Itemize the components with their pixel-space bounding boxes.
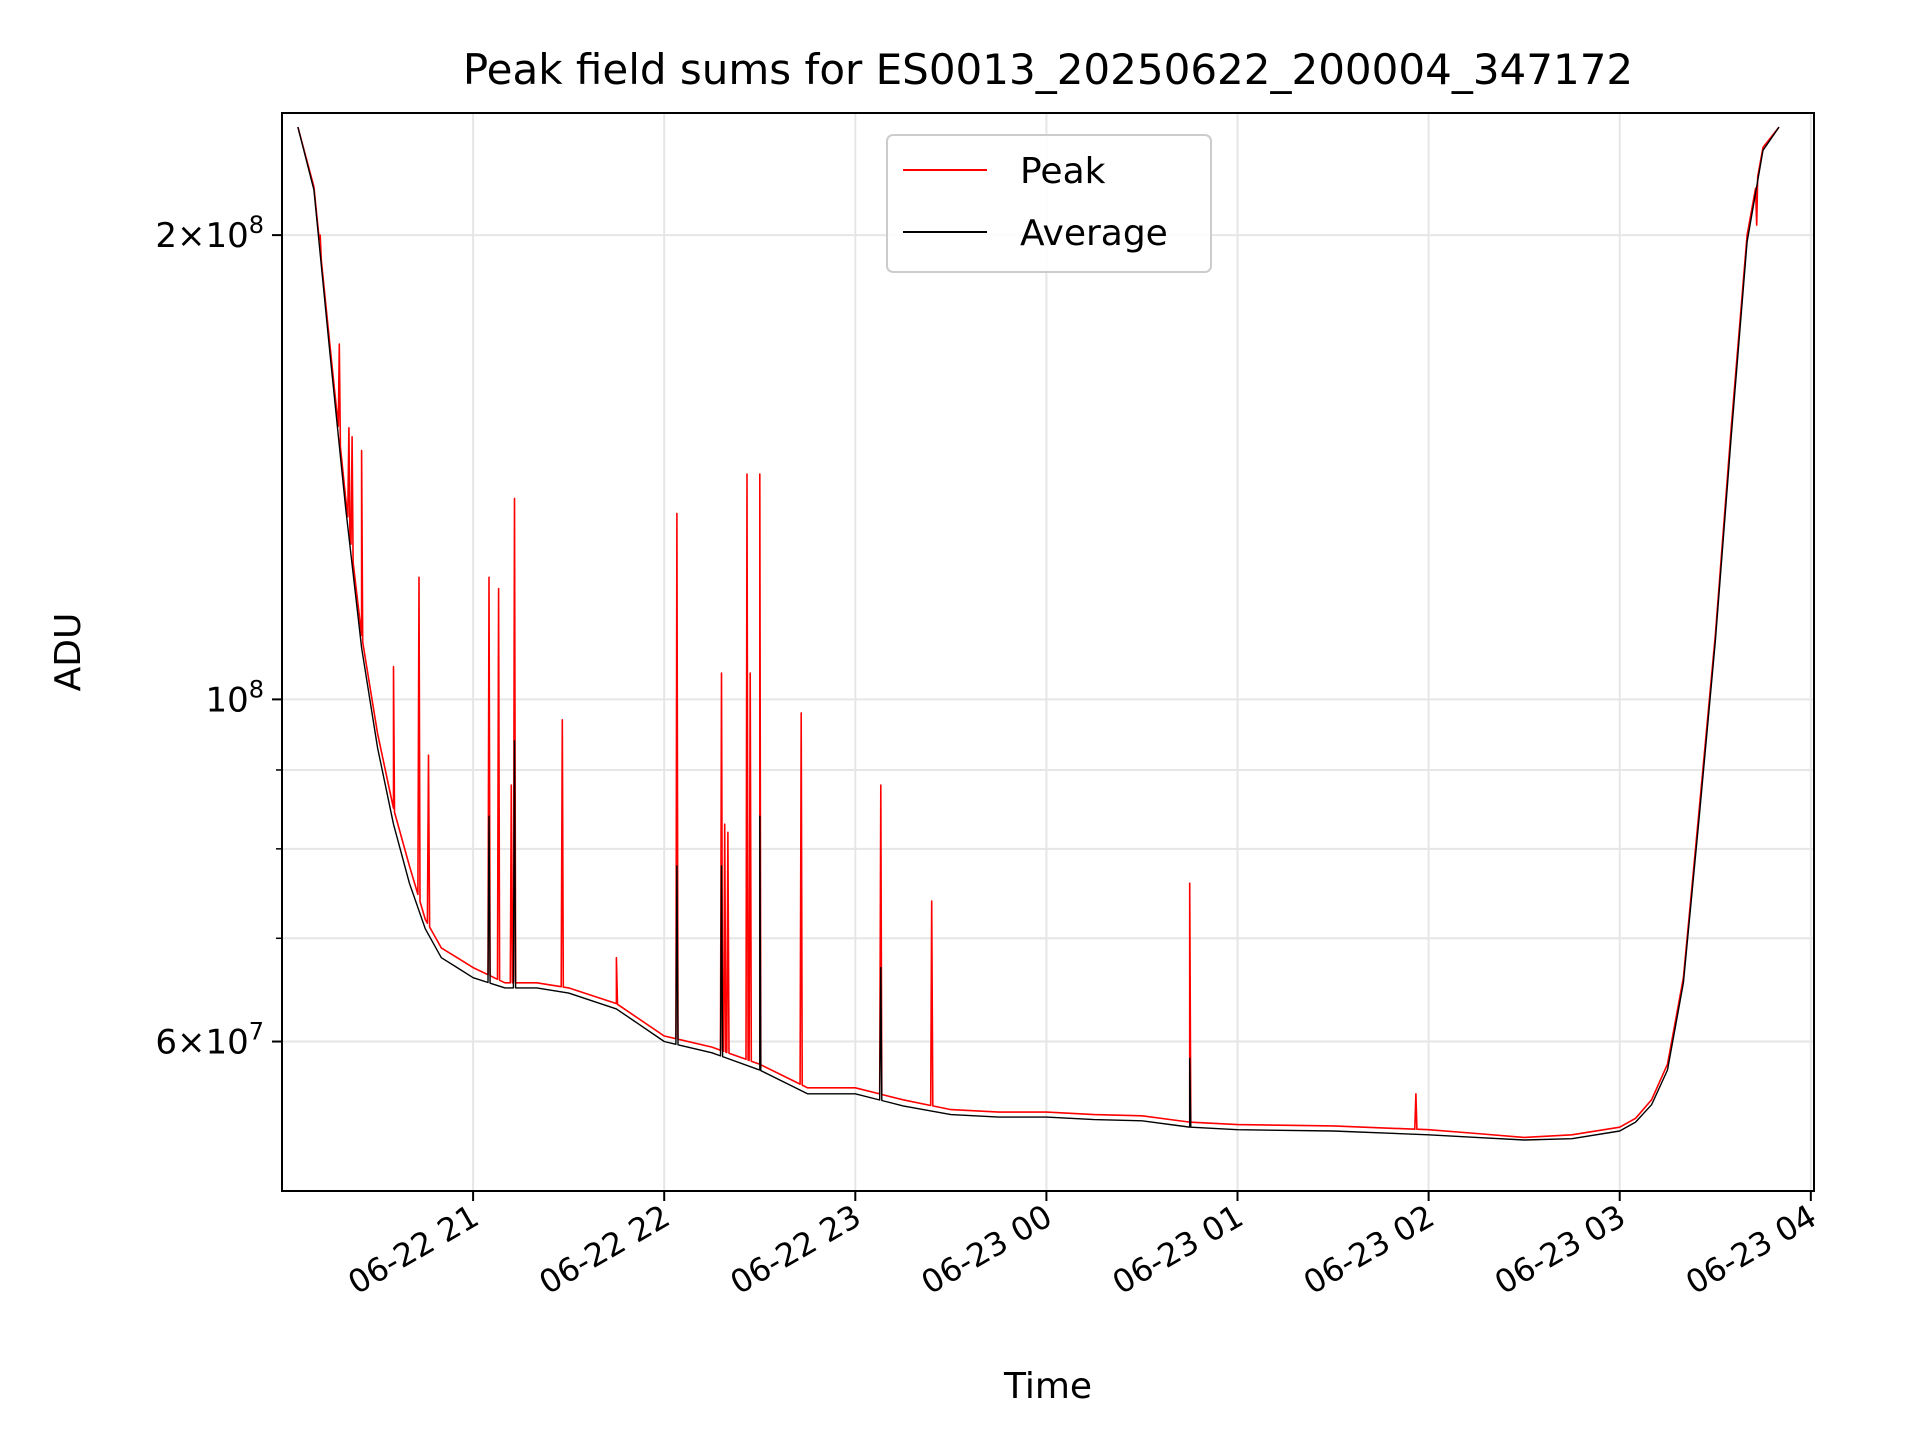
x-tick-label: 06-22 23: [724, 1197, 868, 1302]
x-tick-label: 06-22 21: [342, 1197, 486, 1302]
y-tick-label: 108: [205, 675, 264, 720]
series-line-average: [297, 126, 1780, 1141]
y-tick-label: 6×107: [155, 1018, 264, 1063]
y-tick-label: 2×108: [155, 211, 264, 256]
legend: Peak Average: [886, 134, 1212, 273]
x-tick-label: 06-23 02: [1297, 1197, 1441, 1302]
grid-layer: [282, 113, 1814, 1191]
series-line-peak: [297, 126, 1780, 1139]
x-tick-label: 06-23 01: [1106, 1197, 1250, 1302]
series-layer: [297, 126, 1780, 1141]
x-tick-label: 06-23 03: [1488, 1197, 1632, 1302]
x-axis-label: Time: [1003, 1366, 1092, 1407]
axes-frame: [281, 112, 1815, 1192]
x-tick-label: 06-23 00: [915, 1197, 1059, 1302]
chart-title: Peak field sums for ES0013_20250622_2000…: [463, 45, 1633, 94]
legend-label-average: Average: [1020, 213, 1168, 254]
legend-label-peak: Peak: [1020, 151, 1106, 192]
x-tick-label: 06-22 22: [533, 1197, 677, 1302]
y-axis-label: ADU: [48, 613, 89, 692]
x-tick-label: 06-23 04: [1679, 1197, 1823, 1302]
